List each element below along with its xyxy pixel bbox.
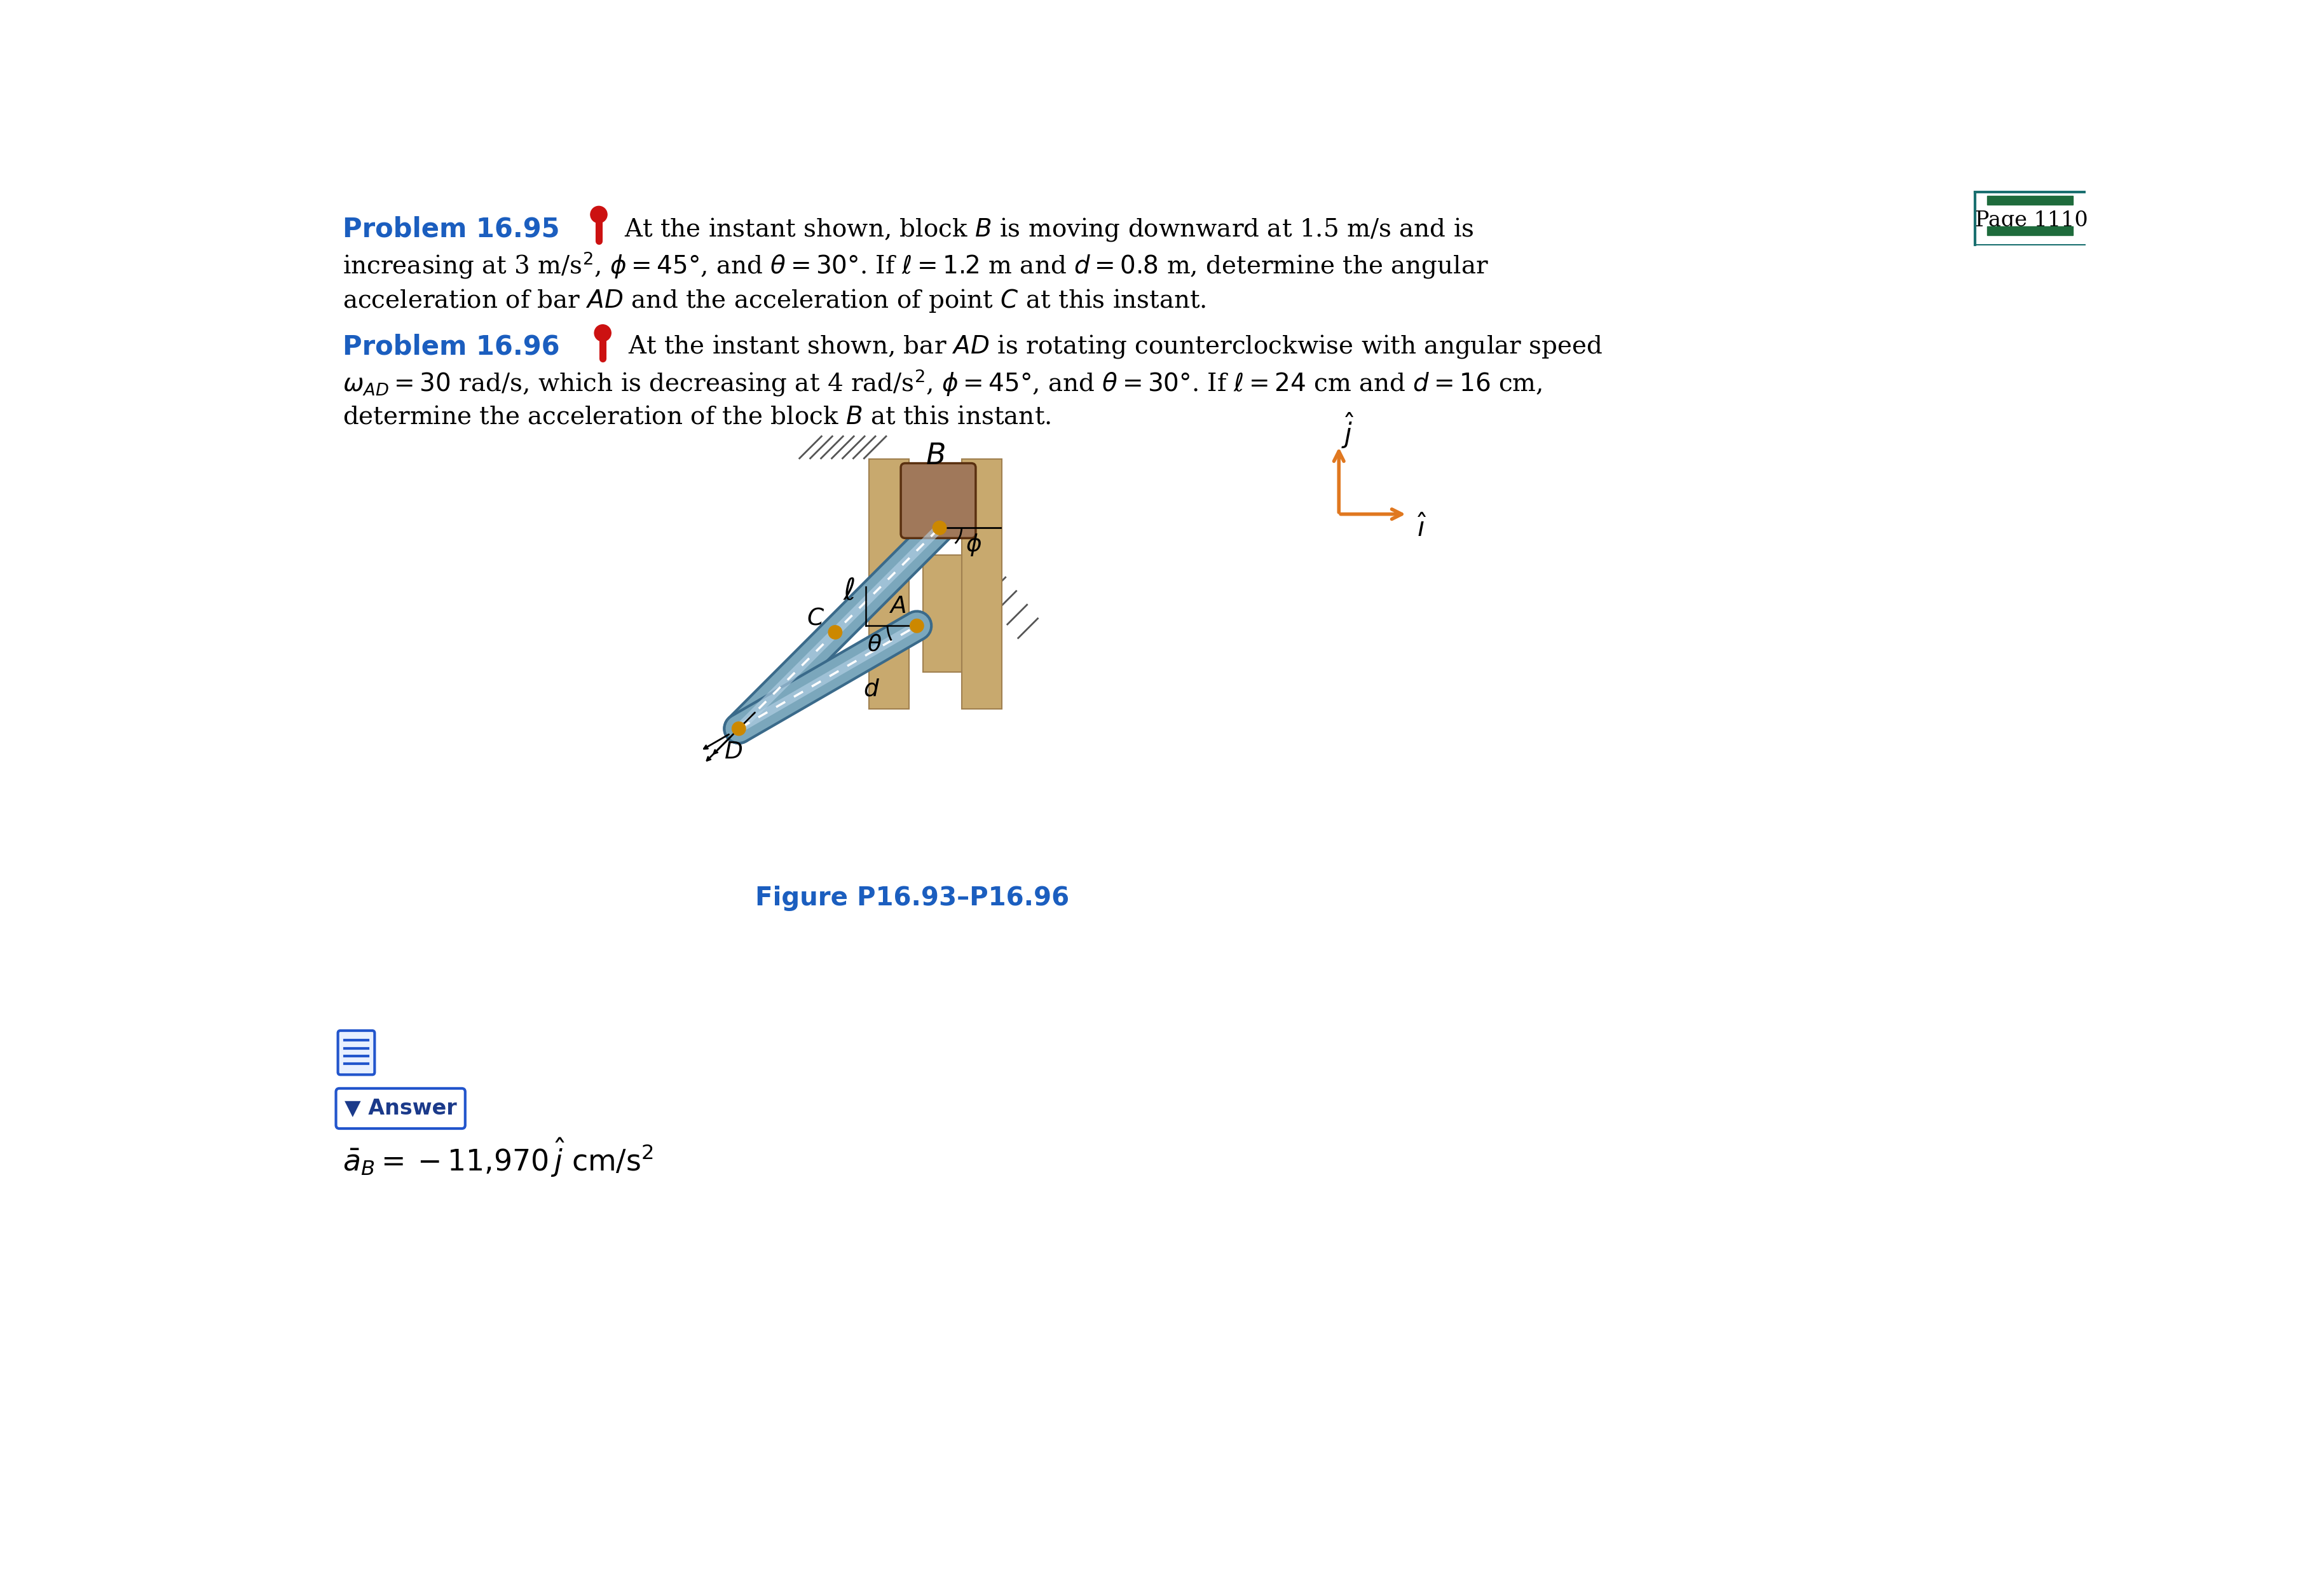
Text: At the instant shown, bar $AD$ is rotating counterclockwise with angular speed: At the instant shown, bar $AD$ is rotati… [627, 333, 1604, 360]
Text: Page 1110: Page 1110 [1975, 210, 2087, 231]
Text: ▼ Answer: ▼ Answer [344, 1098, 458, 1119]
Bar [923, 556, 962, 672]
Text: Problem 16.96: Problem 16.96 [344, 333, 560, 360]
Circle shape [934, 522, 946, 535]
Text: $d$: $d$ [862, 678, 878, 700]
Bar [962, 460, 1002, 708]
Text: determine the acceleration of the block $B$ at this instant.: determine the acceleration of the block … [344, 406, 1050, 428]
Circle shape [595, 325, 611, 341]
Circle shape [911, 619, 923, 632]
Bar [869, 460, 909, 708]
Circle shape [732, 723, 746, 736]
Text: $\bar{a}_B = -11{,}970\,\hat{j}\ \mathrm{cm/s}^2$: $\bar{a}_B = -11{,}970\,\hat{j}\ \mathrm… [344, 1137, 653, 1180]
Bar [1987, 196, 2073, 205]
Text: $\hat{\imath}$: $\hat{\imath}$ [1418, 516, 1427, 543]
Text: acceleration of bar $AD$ and the acceleration of point $C$ at this instant.: acceleration of bar $AD$ and the acceler… [344, 287, 1206, 314]
Circle shape [590, 207, 607, 223]
Text: Figure P16.93–P16.96: Figure P16.93–P16.96 [755, 885, 1069, 911]
FancyBboxPatch shape [902, 463, 976, 538]
Text: $C$: $C$ [806, 607, 825, 630]
Text: increasing at 3 m/s$^2$, $\phi = 45°$, and $\theta = 30°$. If $\ell = 1.2$ m and: increasing at 3 m/s$^2$, $\phi = 45°$, a… [344, 250, 1490, 280]
Text: $D$: $D$ [723, 740, 741, 764]
Text: $\hat{j}$: $\hat{j}$ [1341, 411, 1355, 451]
Bar [1987, 226, 2073, 236]
Text: $B$: $B$ [925, 443, 946, 471]
Text: $\omega_{AD} = 30$ rad/s, which is decreasing at 4 rad/s$^2$, $\phi = 45°$, and : $\omega_{AD} = 30$ rad/s, which is decre… [344, 368, 1543, 398]
Circle shape [830, 626, 841, 638]
Text: Problem 16.95: Problem 16.95 [344, 217, 560, 242]
Text: $\theta$: $\theta$ [867, 634, 881, 656]
Text: At the instant shown, block $B$ is moving downward at 1.5 m/s and is: At the instant shown, block $B$ is movin… [625, 217, 1473, 242]
FancyBboxPatch shape [337, 1030, 374, 1075]
Text: $\phi$: $\phi$ [967, 532, 983, 557]
Text: $\ell$: $\ell$ [844, 576, 855, 607]
FancyBboxPatch shape [337, 1089, 465, 1129]
Text: $A$: $A$ [888, 595, 906, 618]
